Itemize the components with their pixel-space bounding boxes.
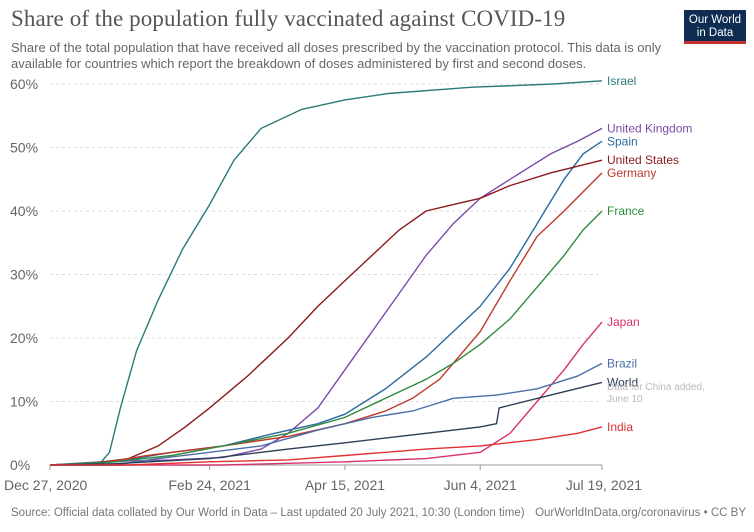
- series-label-israel: Israel: [607, 74, 636, 88]
- y-tick-label: 40%: [10, 203, 38, 219]
- y-tick-label: 50%: [10, 140, 38, 156]
- annotation-line-1: Data for China added,: [607, 382, 705, 393]
- series-label-brazil: Brazil: [607, 356, 637, 370]
- y-tick-label: 20%: [10, 330, 38, 346]
- line-chart: 0% 10% 20% 30% 40% 50% 60% Dec 27, 2020 Feb 24,…: [4, 74, 705, 493]
- series-lines: [49, 80, 603, 466]
- series-label-united-states: United States: [607, 153, 679, 167]
- chart-title: Share of the population fully vaccinated…: [11, 6, 566, 31]
- series-label-france: France: [607, 204, 645, 218]
- logo-line-1: Our World: [688, 14, 742, 26]
- series-line-united-states: [49, 159, 603, 466]
- series-line-spain: [49, 140, 603, 466]
- series-line-united-kingdom: [49, 127, 603, 466]
- credit-link[interactable]: OurWorldInData.org/coronavirus • CC BY: [535, 507, 746, 519]
- x-tick-label: Jul 19, 2021: [566, 477, 642, 493]
- annotation-line-2: June 10: [607, 394, 643, 405]
- footer: Source: Official data collated by Our Wo…: [11, 507, 746, 519]
- source-note: Source: Official data collated by Our Wo…: [11, 507, 525, 519]
- grid-lines: [50, 83, 602, 466]
- series-line-france: [49, 210, 603, 466]
- x-tick-label: Dec 27, 2020: [4, 477, 87, 493]
- y-tick-label: 60%: [10, 76, 38, 92]
- series-label-spain: Spain: [607, 134, 638, 148]
- series-label-japan: Japan: [607, 315, 640, 329]
- logo-line-2: in Data: [696, 27, 734, 39]
- chart-subtitle: Share of the total population that have …: [11, 40, 662, 71]
- series-label-united-kingdom: United Kingdom: [607, 121, 692, 135]
- series-label-world: World: [607, 375, 638, 389]
- china-annotation: Data for China added, June 10: [607, 382, 705, 405]
- y-tick-label: 30%: [10, 267, 38, 283]
- y-axis: 0% 10% 20% 30% 40% 50% 60%: [10, 76, 38, 473]
- series-line-world: [49, 381, 603, 466]
- series-label-india: India: [607, 420, 633, 434]
- x-tick-label: Jun 4, 2021: [444, 477, 517, 493]
- x-axis: Dec 27, 2020 Feb 24, 2021 Apr 15, 2021 Jun …: [4, 465, 642, 493]
- y-tick-label: 10%: [10, 394, 38, 410]
- series-line-germany: [49, 172, 603, 466]
- y-tick-label: 0%: [10, 457, 30, 473]
- series-label-germany: Germany: [607, 166, 656, 180]
- series-line-japan: [50, 321, 603, 466]
- series-line-israel: [50, 80, 603, 466]
- series-line-india: [50, 426, 603, 466]
- owid-logo[interactable]: Our World in Data: [684, 10, 746, 44]
- x-tick-label: Apr 15, 2021: [305, 477, 385, 493]
- series-line-brazil: [50, 362, 603, 466]
- x-tick-label: Feb 24, 2021: [168, 477, 251, 493]
